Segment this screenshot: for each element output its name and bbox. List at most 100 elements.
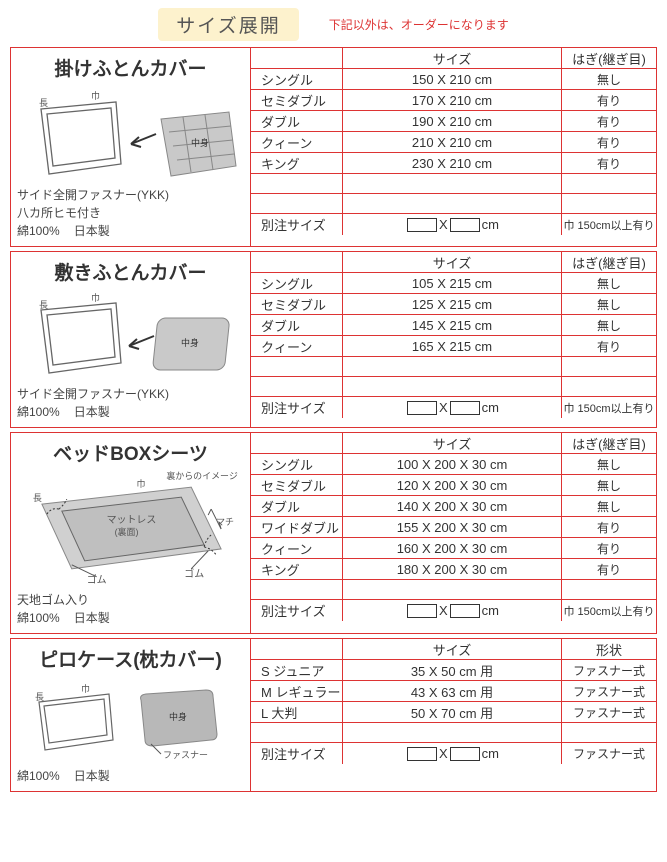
size-name: キング <box>251 559 343 579</box>
size-val: 170 X 210 cm <box>343 90 562 110</box>
custom-input: Xcm <box>343 214 562 235</box>
col-size: サイズ <box>343 433 562 453</box>
col-size: サイズ <box>343 48 562 68</box>
size-val: 230 X 210 cm <box>343 153 562 173</box>
shape-val: ファスナー式 <box>562 702 656 722</box>
illustration: 長 巾 中身 ファスナー <box>17 675 244 765</box>
custom-label: 別注サイズ <box>251 397 343 418</box>
size-val: 150 X 210 cm <box>343 69 562 89</box>
size-name: シングル <box>251 69 343 89</box>
size-val: 160 X 200 X 30 cm <box>343 538 562 558</box>
made-in: 日本製 <box>74 767 110 785</box>
col-hagi: はぎ(継ぎ目) <box>562 48 656 68</box>
col-size: サイズ <box>343 639 562 659</box>
spec-lines: 天地ゴム入り 綿100% 日本製 <box>17 591 244 627</box>
hagi-val: 無し <box>562 454 656 474</box>
svg-text:巾: 巾 <box>91 90 100 101</box>
svg-text:ゴム: ゴム <box>87 573 107 586</box>
spec-line: 天地ゴム入り <box>17 591 244 609</box>
spec-line: サイド全開ファスナー(YKK) <box>17 186 244 204</box>
size-name: ダブル <box>251 111 343 131</box>
hagi-val: 有り <box>562 538 656 558</box>
size-name: クィーン <box>251 132 343 152</box>
size-name: L 大判 <box>251 702 343 722</box>
size-name: ダブル <box>251 496 343 516</box>
svg-text:ゴム: ゴム <box>184 567 204 580</box>
made-in: 日本製 <box>74 222 110 240</box>
svg-text:(裏面): (裏面) <box>115 526 139 537</box>
svg-text:中身: 中身 <box>181 337 199 348</box>
material: 綿100% <box>17 767 60 785</box>
size-name: S ジュニア <box>251 660 343 680</box>
size-val: 100 X 200 X 30 cm <box>343 454 562 474</box>
svg-text:長: 長 <box>39 300 48 310</box>
custom-input: Xcm <box>343 743 562 764</box>
size-table: サイズはぎ(継ぎ目) シングル150 X 210 cm無し セミダブル170 X… <box>251 48 656 246</box>
shape-val: ファスナー式 <box>562 681 656 701</box>
size-name: シングル <box>251 273 343 293</box>
svg-text:巾: 巾 <box>136 478 145 489</box>
left-panel: ピロケース(枕カバー) 長 巾 中身 ファスナー 綿100% 日本製 <box>11 639 251 791</box>
size-name: M レギュラー <box>251 681 343 701</box>
custom-input: Xcm <box>343 600 562 621</box>
hagi-val: 無し <box>562 69 656 89</box>
title-badge: サイズ展開 <box>158 8 298 41</box>
section-title: ピロケース(枕カバー) <box>17 645 244 672</box>
hagi-note: 巾 150cm以上有り <box>562 600 656 621</box>
hagi-val: 有り <box>562 153 656 173</box>
hagi-val: 有り <box>562 90 656 110</box>
size-val: 145 X 215 cm <box>343 315 562 335</box>
size-name: セミダブル <box>251 294 343 314</box>
svg-text:中身: 中身 <box>191 137 209 148</box>
section-kake: 掛けふとんカバー 長 巾 中身 サイド全開ファスナー(YKK) <box>10 47 657 247</box>
section-title: 敷きふとんカバー <box>17 258 244 285</box>
size-name: キング <box>251 153 343 173</box>
material: 綿100% <box>17 609 60 627</box>
size-val: 180 X 200 X 30 cm <box>343 559 562 579</box>
header-note: 下記以外は、オーダーになります <box>329 16 509 33</box>
size-name: セミダブル <box>251 90 343 110</box>
svg-text:マットレス: マットレス <box>107 515 157 526</box>
hagi-val: 無し <box>562 273 656 293</box>
section-pillow: ピロケース(枕カバー) 長 巾 中身 ファスナー 綿100%日本製 サイズ形状 <box>10 638 657 792</box>
hagi-note: 巾 150cm以上有り <box>562 214 656 235</box>
made-in: 日本製 <box>74 403 110 421</box>
section-title: ベッドBOXシーツ <box>17 439 244 466</box>
hagi-val: 無し <box>562 315 656 335</box>
custom-label: 別注サイズ <box>251 214 343 235</box>
custom-label: 別注サイズ <box>251 600 343 621</box>
svg-text:長: 長 <box>33 493 42 503</box>
made-in: 日本製 <box>74 609 110 627</box>
section-box: ベッドBOXシーツ 裏からのイメージ マットレス (裏面) 長 巾 マチ ゴム … <box>10 432 657 634</box>
shape-val: ファスナー式 <box>562 660 656 680</box>
hagi-val: 有り <box>562 132 656 152</box>
size-val: 120 X 200 X 30 cm <box>343 475 562 495</box>
svg-text:裏からのイメージ: 裏からのイメージ <box>166 470 237 481</box>
svg-text:長: 長 <box>39 98 48 108</box>
left-panel: 掛けふとんカバー 長 巾 中身 サイド全開ファスナー(YKK) <box>11 48 251 246</box>
col-hagi: はぎ(継ぎ目) <box>562 252 656 272</box>
size-table: サイズはぎ(継ぎ目) シングル100 X 200 X 30 cm無し セミダブル… <box>251 433 656 633</box>
hagi-val: 有り <box>562 111 656 131</box>
hagi-val: 無し <box>562 475 656 495</box>
spec-line: 八カ所ヒモ付き <box>17 204 244 222</box>
left-panel: ベッドBOXシーツ 裏からのイメージ マットレス (裏面) 長 巾 マチ ゴム … <box>11 433 251 633</box>
section-title: 掛けふとんカバー <box>17 54 244 81</box>
size-val: 140 X 200 X 30 cm <box>343 496 562 516</box>
hagi-val: 無し <box>562 496 656 516</box>
size-val: 50 X 70 cm 用 <box>343 702 562 722</box>
size-val: 165 X 215 cm <box>343 336 562 356</box>
col-hagi: はぎ(継ぎ目) <box>562 433 656 453</box>
col-size: サイズ <box>343 252 562 272</box>
material: 綿100% <box>17 403 60 421</box>
spec-line: サイド全開ファスナー(YKK) <box>17 385 244 403</box>
svg-text:長: 長 <box>35 692 44 702</box>
hagi-val: 有り <box>562 336 656 356</box>
svg-text:巾: 巾 <box>91 292 100 303</box>
size-name: クィーン <box>251 336 343 356</box>
size-table: サイズ形状 S ジュニア35 X 50 cm 用ファスナー式 M レギュラー43… <box>251 639 656 791</box>
size-val: 155 X 200 X 30 cm <box>343 517 562 537</box>
illustration: 長 巾 中身 <box>17 288 244 383</box>
size-val: 190 X 210 cm <box>343 111 562 131</box>
svg-text:ファスナー: ファスナー <box>163 750 208 760</box>
